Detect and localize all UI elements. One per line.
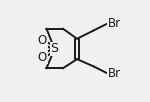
Text: Br: Br bbox=[108, 17, 121, 30]
Text: Br: Br bbox=[108, 67, 121, 80]
Text: S: S bbox=[51, 42, 59, 55]
Text: O: O bbox=[38, 34, 47, 47]
Text: O: O bbox=[38, 51, 47, 64]
